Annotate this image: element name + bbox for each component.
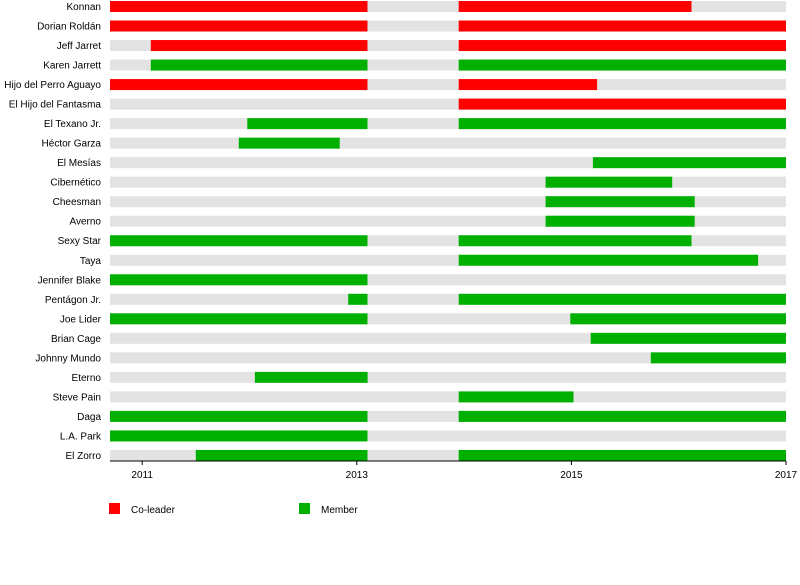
row-band (110, 176, 786, 188)
y-tick-label: Jennifer Blake (38, 275, 102, 286)
legend-label: Co-leader (131, 505, 176, 516)
member-bar (545, 176, 673, 188)
row-band (110, 59, 786, 71)
y-axis-labels: Konnan Dorian Roldán Jeff Jarret Karen Jarr… (4, 2, 102, 462)
y-tick-label: Pentágon Jr. (45, 295, 101, 306)
y-tick-label: El Mesías (57, 158, 101, 169)
y-tick-label: Karen Jarrett (43, 61, 101, 72)
row-band (110, 235, 786, 247)
row-band (110, 20, 786, 32)
y-tick-label: Steve Pain (53, 392, 101, 403)
member-bar (590, 332, 786, 344)
legend: Co-leader Member (109, 503, 358, 516)
row-band (110, 332, 786, 344)
member-bar (110, 410, 368, 422)
member-bar (570, 313, 786, 325)
co-leader-bar (110, 1, 368, 12)
row-band (110, 313, 786, 325)
co-leader-bar (458, 20, 786, 32)
member-bar (458, 293, 786, 305)
member-bar (110, 235, 368, 247)
y-tick-label: Konnan (67, 2, 101, 13)
row-band (110, 79, 786, 91)
member-bar (195, 449, 368, 461)
y-tick-label: Jeff Jarret (57, 41, 101, 52)
row-band (110, 1, 786, 12)
y-tick-label: Johnny Mundo (35, 353, 101, 364)
row-band (110, 274, 786, 286)
row-band (110, 449, 786, 461)
timeline-bars (110, 1, 786, 461)
legend-label: Member (321, 505, 358, 516)
co-leader-bar (458, 98, 786, 110)
row-band (110, 293, 786, 305)
member-bar (110, 274, 368, 286)
y-tick-label: Héctor Garza (42, 139, 102, 150)
x-tick-label: 2013 (346, 470, 369, 481)
y-tick-label: Hijo del Perro Aguayo (4, 80, 101, 91)
row-band (110, 371, 786, 383)
row-band (110, 430, 786, 442)
member-bar (458, 410, 786, 422)
row-band (110, 157, 786, 169)
member-bar (545, 196, 695, 208)
y-tick-label: Dorian Roldán (37, 22, 101, 33)
member-bar (238, 137, 340, 149)
row-band (110, 98, 786, 110)
y-tick-label: Brian Cage (51, 334, 101, 345)
member-bar (254, 371, 368, 383)
co-leader-bar (110, 79, 368, 91)
x-axis: 2011 2013 2015 2017 (110, 460, 798, 481)
x-tick-label: 2015 (560, 470, 583, 481)
row-band (110, 215, 786, 227)
row-band (110, 352, 786, 364)
co-leader-bar (110, 20, 368, 32)
member-bar (458, 449, 786, 461)
background-bands (110, 1, 786, 461)
y-tick-label: Taya (80, 256, 102, 267)
member-bar (458, 254, 759, 266)
y-tick-label: Eterno (72, 373, 102, 384)
legend-swatch (109, 503, 120, 514)
co-leader-bar (150, 40, 368, 52)
y-tick-label: L.A. Park (60, 431, 102, 442)
co-leader-bar (458, 79, 598, 91)
y-tick-label: Sexy Star (58, 236, 102, 247)
row-band (110, 196, 786, 208)
y-tick-label: El Zorro (65, 451, 101, 462)
member-bar (650, 352, 786, 364)
row-band (110, 254, 786, 266)
co-leader-bar (458, 1, 692, 12)
row-band (110, 118, 786, 130)
x-tick-label: 2017 (775, 470, 798, 481)
member-bar (150, 59, 368, 71)
member-bar (458, 118, 786, 130)
member-bar (110, 313, 368, 325)
y-tick-label: Averno (69, 217, 101, 228)
member-bar (458, 391, 574, 403)
legend-swatch (299, 503, 310, 514)
y-tick-label: Daga (77, 412, 101, 423)
co-leader-bar (458, 40, 786, 52)
member-bar (458, 235, 692, 247)
member-bar (247, 118, 368, 130)
member-bar (348, 293, 368, 305)
row-band (110, 137, 786, 149)
x-tick-label: 2011 (131, 470, 153, 481)
row-band (110, 40, 786, 52)
member-bar (545, 215, 695, 227)
row-band (110, 391, 786, 403)
member-bar (458, 59, 786, 71)
y-tick-label: Cheesman (53, 197, 101, 208)
member-bar (592, 157, 786, 169)
y-tick-label: El Hijo del Fantasma (9, 100, 102, 111)
row-band (110, 410, 786, 422)
y-tick-label: Cibernético (50, 178, 101, 189)
y-tick-label: Joe Lider (60, 314, 102, 325)
y-tick-label: El Texano Jr. (44, 119, 101, 130)
member-bar (110, 430, 368, 442)
